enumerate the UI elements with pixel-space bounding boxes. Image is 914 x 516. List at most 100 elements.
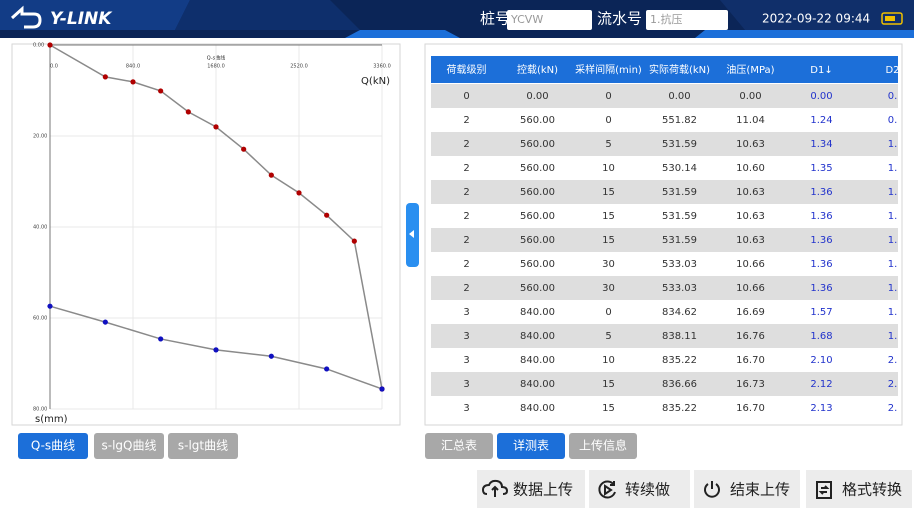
table-cell: 10.63 bbox=[736, 235, 765, 246]
table-cell: 560.00 bbox=[520, 235, 555, 246]
table-row-bg bbox=[431, 324, 898, 348]
table-cell: 560.00 bbox=[520, 187, 555, 198]
table-tab[interactable] bbox=[569, 433, 637, 459]
data-point bbox=[130, 79, 136, 85]
table-cell: 1. bbox=[888, 283, 898, 294]
action-icon[interactable] bbox=[598, 480, 616, 499]
table-cell: 0.00 bbox=[739, 91, 761, 102]
table-row-bg bbox=[431, 132, 898, 156]
battery-level bbox=[885, 16, 895, 21]
table-cell: 2. bbox=[888, 355, 898, 366]
table-cell: 2 bbox=[463, 211, 469, 222]
table-cell: 531.59 bbox=[662, 139, 697, 150]
table-cell: 836.66 bbox=[662, 379, 697, 390]
table-cell: 0.00 bbox=[810, 91, 832, 102]
table-cell: 10.66 bbox=[736, 283, 765, 294]
table-cell: 5 bbox=[605, 331, 611, 342]
table-cell: 15 bbox=[602, 211, 615, 222]
table-tab-label[interactable]: 汇总表 bbox=[441, 439, 477, 453]
action-label[interactable]: 转续做 bbox=[625, 481, 670, 499]
table-cell: 1. bbox=[888, 139, 898, 150]
chart-tab[interactable] bbox=[168, 433, 238, 459]
table-cell: 10 bbox=[602, 163, 615, 174]
x-tick-label: 0.0 bbox=[50, 64, 58, 70]
table-cell: 840.00 bbox=[520, 403, 555, 414]
table-cell: 0 bbox=[605, 115, 611, 126]
icon-shape[interactable] bbox=[816, 481, 832, 499]
table-tab-label[interactable]: 上传信息 bbox=[579, 438, 627, 453]
chart-tab-label[interactable]: Q-s曲线 bbox=[31, 439, 75, 453]
table-cell: 2 bbox=[463, 235, 469, 246]
icon-shape[interactable] bbox=[598, 480, 616, 499]
chart-tab[interactable] bbox=[94, 433, 164, 459]
table-cell: 551.82 bbox=[662, 115, 697, 126]
table-row-bg bbox=[431, 276, 898, 300]
x-tick-label: 840.0 bbox=[126, 64, 140, 70]
table-cell: 11.04 bbox=[736, 115, 765, 126]
chart-tab-label[interactable]: s-lgQ曲线 bbox=[102, 439, 157, 453]
x-tick-label: 1680.0 bbox=[207, 64, 225, 70]
table-cell: 1.57 bbox=[810, 307, 832, 318]
table-cell: 15 bbox=[602, 403, 615, 414]
collapse-toggle[interactable] bbox=[406, 203, 419, 267]
table-cell: 835.22 bbox=[662, 355, 697, 366]
table-cell: 10.66 bbox=[736, 259, 765, 270]
x-tick-label: 3360.0 bbox=[373, 64, 391, 70]
chart-tab-label[interactable]: s-lgt曲线 bbox=[178, 439, 228, 453]
y-tick-label: 40.00 bbox=[33, 225, 47, 231]
data-point bbox=[158, 336, 164, 342]
table-cell: 2. bbox=[888, 379, 898, 390]
table-cell: 15 bbox=[602, 187, 615, 198]
chart-tab[interactable] bbox=[18, 433, 88, 459]
table-cell: 2 bbox=[463, 259, 469, 270]
table-header-row bbox=[431, 56, 898, 83]
table-cell: 2.12 bbox=[810, 379, 832, 390]
table-cell: 840.00 bbox=[520, 331, 555, 342]
table-cell: 560.00 bbox=[520, 115, 555, 126]
table-cell: 560.00 bbox=[520, 283, 555, 294]
table-cell: 0 bbox=[605, 307, 611, 318]
icon-shape[interactable] bbox=[704, 481, 720, 498]
data-point bbox=[324, 212, 330, 218]
table-tab[interactable] bbox=[497, 433, 565, 459]
pile-input[interactable] bbox=[507, 10, 592, 30]
table-tab[interactable] bbox=[425, 433, 493, 459]
table-cell: 16.73 bbox=[736, 379, 765, 390]
column-header: 实际荷载(kN) bbox=[649, 63, 710, 76]
table-cell: 834.62 bbox=[662, 307, 697, 318]
action-icon[interactable] bbox=[704, 481, 720, 498]
table-cell: 2 bbox=[463, 283, 469, 294]
pile-value[interactable]: YCVW bbox=[510, 13, 543, 26]
action-label[interactable]: 结束上传 bbox=[730, 481, 790, 499]
table-cell: 1.34 bbox=[810, 139, 832, 150]
table-cell: 530.14 bbox=[662, 163, 697, 174]
table-cell: 533.03 bbox=[662, 283, 697, 294]
table-cell: 2 bbox=[463, 163, 469, 174]
action-label[interactable]: 格式转换 bbox=[842, 481, 902, 499]
data-point bbox=[47, 303, 53, 309]
action-label[interactable]: 数据上传 bbox=[513, 481, 573, 499]
header-bar bbox=[0, 0, 914, 38]
y-tick-label: 60.00 bbox=[33, 316, 47, 322]
icon-shape[interactable] bbox=[481, 479, 509, 497]
battery bbox=[881, 12, 903, 25]
pile-label: 桩号 bbox=[480, 10, 510, 28]
table-cell: 0.00 bbox=[526, 91, 548, 102]
table-cell: 0. bbox=[888, 115, 898, 126]
table-cell: 1. bbox=[888, 211, 898, 222]
table-cell: 2.10 bbox=[810, 355, 832, 366]
table-cell: 30 bbox=[602, 283, 615, 294]
table-cell: 1. bbox=[888, 187, 898, 198]
serial-input[interactable] bbox=[646, 10, 728, 30]
logo: Y-LINK bbox=[50, 9, 113, 29]
action-icon[interactable] bbox=[481, 479, 509, 497]
serial-value[interactable]: 1.抗压 bbox=[650, 12, 683, 26]
table-cell: 1. bbox=[888, 163, 898, 174]
table-tab-label[interactable]: 详测表 bbox=[513, 438, 549, 453]
table-cell: 835.22 bbox=[662, 403, 697, 414]
table-cell: 1. bbox=[888, 235, 898, 246]
action-icon[interactable] bbox=[816, 481, 832, 499]
data-point bbox=[213, 124, 219, 130]
table-cell: 531.59 bbox=[662, 235, 697, 246]
table-cell: 0 bbox=[463, 91, 469, 102]
